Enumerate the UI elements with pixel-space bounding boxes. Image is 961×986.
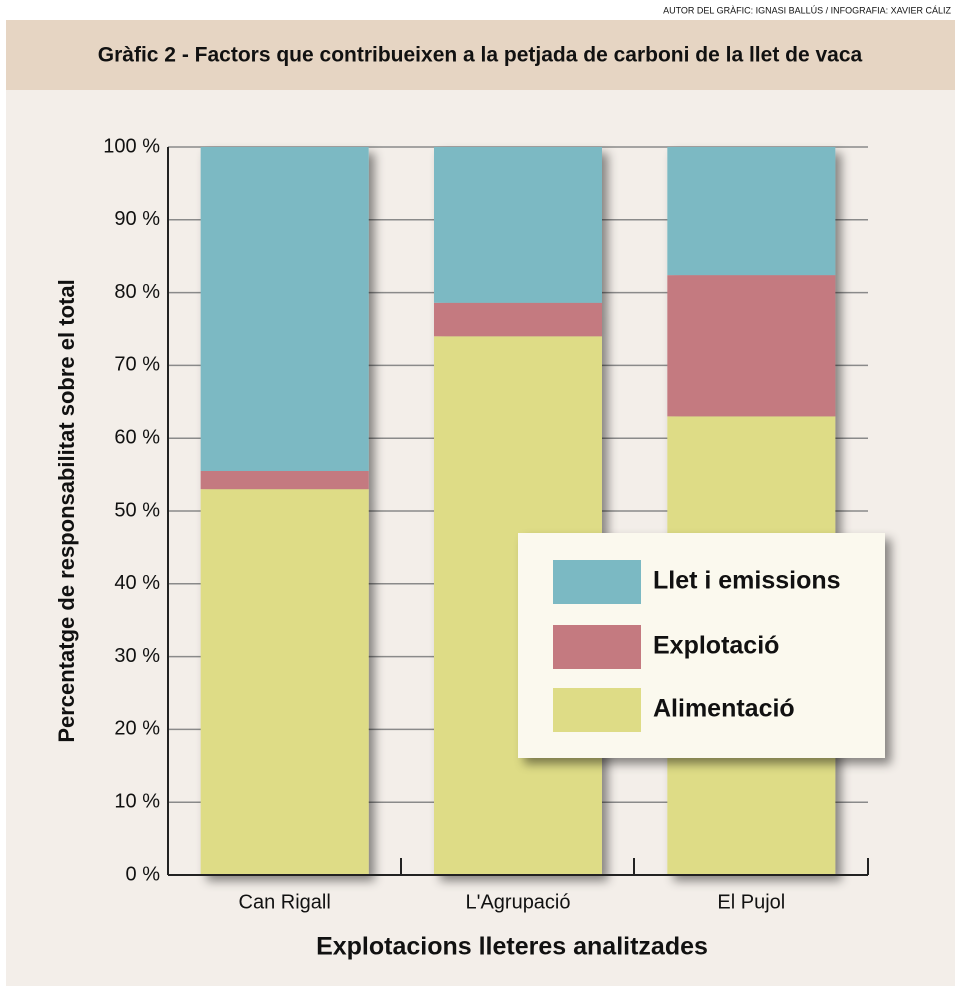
bars: Can Rigall L'Agrupació El Pujol	[201, 147, 836, 913]
legend-label: Llet i emissions	[653, 567, 841, 595]
x-tick-label: El Pujol	[717, 891, 785, 913]
legend-label: Alimentació	[653, 695, 795, 723]
y-tick-label: 50 %	[114, 499, 160, 521]
y-tick-label: 30 %	[114, 645, 160, 667]
legend-swatch	[553, 625, 641, 669]
bar-segment	[434, 147, 602, 303]
y-tick-label: 20 %	[114, 718, 160, 740]
credit: AUTOR DEL GRÀFIC: IGNASI BALLÚS / INFOGR…	[663, 5, 951, 15]
bar-stack	[201, 147, 369, 875]
bar-segment	[667, 275, 835, 416]
y-tick-label: 10 %	[114, 790, 160, 812]
page: {"credit": "AUTOR DEL GRÀFIC: IGNASI BAL…	[0, 0, 961, 986]
chart: AUTOR DEL GRÀFIC: IGNASI BALLÚS / INFOGR…	[0, 0, 961, 986]
bar-segment	[434, 303, 602, 336]
bar-stack	[434, 147, 602, 875]
bar-segment	[201, 489, 369, 875]
x-axis-title: Explotacions lleteres analitzades	[316, 933, 708, 961]
x-tick-label: Can Rigall	[239, 891, 331, 913]
y-tick-label: 70 %	[114, 354, 160, 376]
legend-label: Explotació	[653, 632, 779, 660]
bar-segment	[201, 471, 369, 489]
x-tick-label: L'Agrupació	[466, 891, 571, 913]
y-tick-label: 0 %	[126, 863, 161, 885]
bar-segment	[201, 147, 369, 471]
chart-title: Gràfic 2 - Factors que contribueixen a l…	[98, 44, 863, 67]
bar-segment	[667, 147, 835, 275]
y-tick-label: 40 %	[114, 572, 160, 594]
y-tick-label: 100 %	[103, 135, 160, 157]
y-tick-label: 90 %	[114, 208, 160, 230]
y-tick-label: 60 %	[114, 426, 160, 448]
legend-swatch	[553, 688, 641, 732]
y-tick-label: 80 %	[114, 281, 160, 303]
legend-swatch	[553, 560, 641, 604]
y-axis-title: Percentatge de responsabilitat sobre el …	[54, 279, 79, 742]
bar-stack	[667, 147, 835, 875]
